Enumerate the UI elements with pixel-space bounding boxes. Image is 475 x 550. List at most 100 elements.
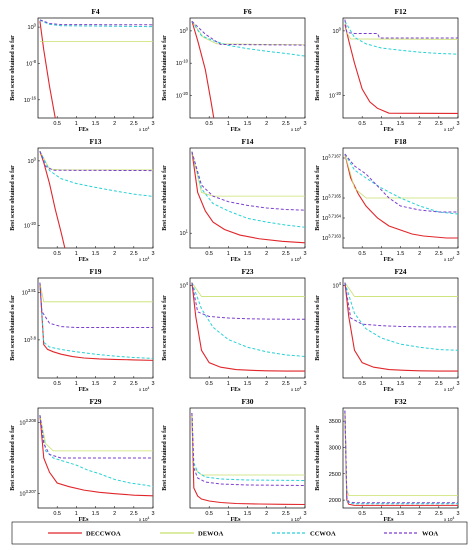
- plot-frame: [189, 277, 306, 379]
- x-multiplier-label: x 104: [444, 386, 455, 392]
- series-line-ccwoa: [191, 282, 305, 357]
- series-group: [39, 415, 153, 497]
- x-tick-label: 2.5: [435, 511, 443, 517]
- x-tick-label: 2.5: [435, 121, 443, 127]
- y-tick-label: 103.7164: [322, 214, 342, 223]
- x-tick-label: 1: [227, 511, 230, 517]
- series-line-woa: [344, 282, 458, 328]
- series-group: [39, 282, 153, 361]
- y-axis-label: Best score obtained so far: [315, 295, 321, 361]
- y-axis-label: Best score obtained so far: [10, 425, 16, 491]
- subplot-title: F6: [243, 7, 252, 16]
- x-tick-label: 2.5: [435, 251, 443, 257]
- series-line-ccwoa: [344, 410, 458, 505]
- series-line-woa: [39, 151, 153, 172]
- x-tick-label: 2.5: [282, 381, 290, 387]
- series-line-ccwoa: [39, 19, 153, 28]
- x-tick-label: 2.5: [130, 121, 138, 127]
- x-tick-label: 0.5: [53, 511, 61, 517]
- x-axis-label: FEs: [78, 387, 89, 393]
- series-line-dewoa: [344, 153, 458, 199]
- series-line-deccwoa: [191, 282, 305, 372]
- x-tick-label: 2.5: [282, 121, 290, 127]
- series-group: [344, 410, 458, 506]
- series-line-woa: [39, 415, 153, 459]
- series-line-deccwoa: [191, 151, 305, 244]
- x-tick-label: 2: [265, 381, 268, 387]
- x-tick-label: 1: [227, 381, 230, 387]
- y-tick-label: 103.7167: [322, 154, 342, 163]
- x-tick-label: 1: [380, 121, 383, 127]
- x-tick-label: 3: [303, 381, 306, 387]
- x-tick-label: 2.5: [130, 511, 138, 517]
- x-tick-label: 1: [75, 511, 78, 517]
- subplot-title: F14: [241, 137, 253, 146]
- x-axis-label: FEs: [383, 387, 394, 393]
- x-tick-label: 1: [227, 121, 230, 127]
- series-line-deccwoa: [344, 24, 458, 115]
- y-tick-label: 3000: [329, 445, 341, 451]
- x-tick-label: 1.5: [244, 121, 252, 127]
- x-tick-label: 2: [265, 251, 268, 257]
- x-tick-label: 2.5: [435, 381, 443, 387]
- x-multiplier-label: x 104: [444, 256, 455, 262]
- x-tick-label: 0.5: [53, 251, 61, 257]
- x-tick-label: 0.5: [53, 381, 61, 387]
- x-multiplier-label: x 104: [291, 126, 302, 132]
- series-group: [344, 282, 458, 372]
- series-line-deccwoa: [39, 151, 66, 248]
- x-tick-label: 3: [456, 121, 459, 127]
- series-group: [191, 282, 305, 372]
- x-tick-label: 3: [303, 251, 306, 257]
- x-tick-label: 0.5: [358, 121, 366, 127]
- series-group: [39, 151, 153, 248]
- y-tick-label: 100: [28, 23, 37, 32]
- x-axis-label: FEs: [78, 517, 89, 523]
- x-axis-label: FEs: [383, 127, 394, 133]
- y-axis-label: Best score obtained so far: [162, 425, 168, 491]
- x-multiplier-label: x 104: [444, 516, 455, 522]
- subplot-title: F13: [89, 137, 101, 146]
- series-line-deccwoa: [344, 153, 458, 239]
- plot-frame: [189, 17, 306, 119]
- y-axis-label: Best score obtained so far: [315, 35, 321, 101]
- x-tick-label: 3: [456, 381, 459, 387]
- x-multiplier-label: x 104: [139, 256, 150, 262]
- y-tick-label: 103.208: [19, 418, 36, 427]
- y-axis-label: Best score obtained so far: [10, 35, 16, 101]
- series-line-deccwoa: [39, 282, 153, 361]
- series-line-ccwoa: [39, 282, 153, 359]
- x-tick-label: 1.5: [397, 511, 405, 517]
- legend: DECCWOA DEWOA CCWOA WOA: [11, 521, 468, 545]
- x-tick-label: 1.5: [92, 511, 100, 517]
- plot-frame: [37, 147, 154, 249]
- series-line-woa: [39, 19, 153, 26]
- subplot-title: F30: [241, 397, 253, 406]
- subplot-f4: F4 0.5 1 1.5 2 2.5 3 FEs x 104 100 10-8 10-16 Best s…: [10, 7, 155, 133]
- x-axis-label: FEs: [230, 257, 241, 263]
- series-group: [344, 153, 458, 239]
- subplot-title: F29: [89, 397, 101, 406]
- x-multiplier-label: x 104: [444, 126, 455, 132]
- series-group: [344, 19, 458, 115]
- x-tick-label: 3: [456, 511, 459, 517]
- x-tick-label: 0.5: [358, 381, 366, 387]
- x-tick-label: 0.5: [205, 511, 213, 517]
- series-line-ccwoa: [191, 151, 305, 228]
- x-multiplier-label: x 104: [139, 516, 150, 522]
- x-axis-label: FEs: [383, 257, 394, 263]
- series-line-ccwoa: [191, 20, 305, 57]
- series-line-ccwoa: [344, 20, 458, 55]
- x-tick-label: 1.5: [244, 511, 252, 517]
- x-tick-label: 2: [265, 511, 268, 517]
- y-tick-label: 103.81: [22, 288, 37, 297]
- legend-label-dewoa: DEWOA: [198, 531, 224, 538]
- x-axis-label: FEs: [78, 127, 89, 133]
- subplot-title: F12: [394, 7, 406, 16]
- subplot-title: F23: [241, 267, 253, 276]
- x-tick-label: 0.5: [205, 251, 213, 257]
- series-line-dewoa: [191, 282, 305, 297]
- y-tick-label: 101: [180, 229, 189, 238]
- series-line-woa: [191, 282, 305, 320]
